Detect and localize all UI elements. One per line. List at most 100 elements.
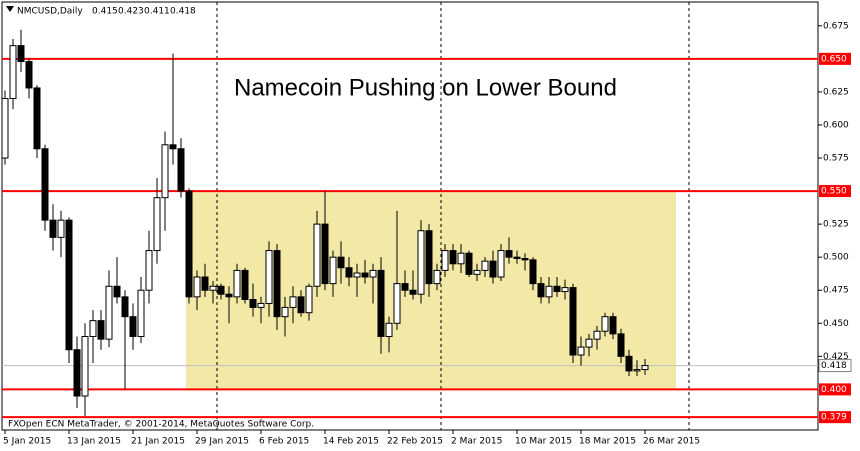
candle-body [401,283,409,291]
candle [313,210,321,297]
candle-body [65,219,73,351]
candle [89,310,97,363]
candle-body [97,320,105,340]
candle [577,336,585,366]
candle [361,259,369,284]
candle-body [537,283,545,298]
candle [393,210,401,330]
candle-body [89,320,97,338]
candle [25,58,33,99]
candle [185,188,193,304]
candle-body [417,230,425,295]
candle-body [209,285,217,291]
header-close: 0.418 [170,7,196,17]
candle-body [233,269,241,298]
candle [33,85,41,159]
x-tick-label: 26 Mar 2015 [643,437,700,447]
candle [129,303,137,350]
candle [473,263,481,281]
candle [105,270,113,348]
footer: FXOpen ECN MetaTrader, © 2001-2014, Meta… [8,420,314,430]
candle [545,277,553,304]
candle [169,53,177,165]
candle-body [161,144,169,199]
candle-body [33,87,41,150]
header: NMCUSD,Daily 0.415 0.423 0.411 0.418 [6,6,196,17]
candle-body [17,45,25,62]
candle [57,210,65,258]
candle-body [521,257,529,261]
x-tick-label: 29 Jan 2015 [195,437,249,447]
candle [369,263,377,304]
y-tick-label: 0.625 [823,87,849,97]
candle [497,243,505,281]
candle [625,349,633,377]
x-tick-label: 18 Mar 2015 [579,437,636,447]
candle [65,217,73,363]
level-label-box [819,52,851,65]
y-tick-label: 0.675 [823,21,849,31]
candle [617,328,625,363]
price-label-box [818,359,852,373]
candle [521,253,529,271]
candle [145,230,153,304]
candle-body [281,306,289,318]
x-tick-label: 6 Feb 2015 [259,437,309,447]
candle [401,270,409,297]
candle-body [145,250,153,291]
y-tick-label: 0.475 [823,286,849,296]
level-label: 0.379 [821,413,847,423]
candle [489,250,497,284]
candle [233,263,241,304]
candle [561,279,569,300]
candle-body [457,252,465,265]
candle [41,144,49,231]
candle-body [369,269,377,278]
y-tick-label: 0.575 [823,154,849,164]
candle-body [449,250,457,265]
candle [209,280,217,304]
candle-body [137,289,145,338]
candle [265,241,273,317]
header-icon [6,6,14,12]
x-tick-label: 22 Feb 2015 [387,437,443,447]
candle-body [361,272,369,278]
candle [201,263,209,297]
candle-body [481,260,489,271]
candle-body [1,98,9,159]
candle-body [289,296,297,308]
candle [633,360,641,377]
candle [321,191,329,291]
candle-body [313,223,321,287]
candle-body [297,296,305,314]
candle-body [569,287,577,356]
candle [345,257,353,287]
header-symbol: NMCUSD,Daily [17,7,83,17]
level-label: 0.400 [821,385,847,395]
candle-body [617,333,625,357]
candle-body [81,336,89,397]
x-tick-label: 2 Mar 2015 [451,437,502,447]
candle [161,131,169,231]
candle-body [57,219,65,238]
candle [257,296,265,324]
candle-body [377,269,385,338]
candle-body [609,316,617,335]
candle [49,204,57,251]
y-tick-label: 0.425 [823,352,849,362]
candle-body [601,316,609,332]
level-label-box [819,185,851,198]
candle [121,290,129,390]
candle-body [585,338,593,348]
candle-body [625,355,633,372]
candle [553,277,561,297]
candle [569,283,577,363]
candle-body [273,250,281,318]
candle [281,296,289,337]
candle-body [425,230,433,285]
candle-body [257,302,265,308]
candle-body [113,285,121,298]
candle [177,138,185,198]
candle [529,257,537,291]
candle [193,270,201,311]
